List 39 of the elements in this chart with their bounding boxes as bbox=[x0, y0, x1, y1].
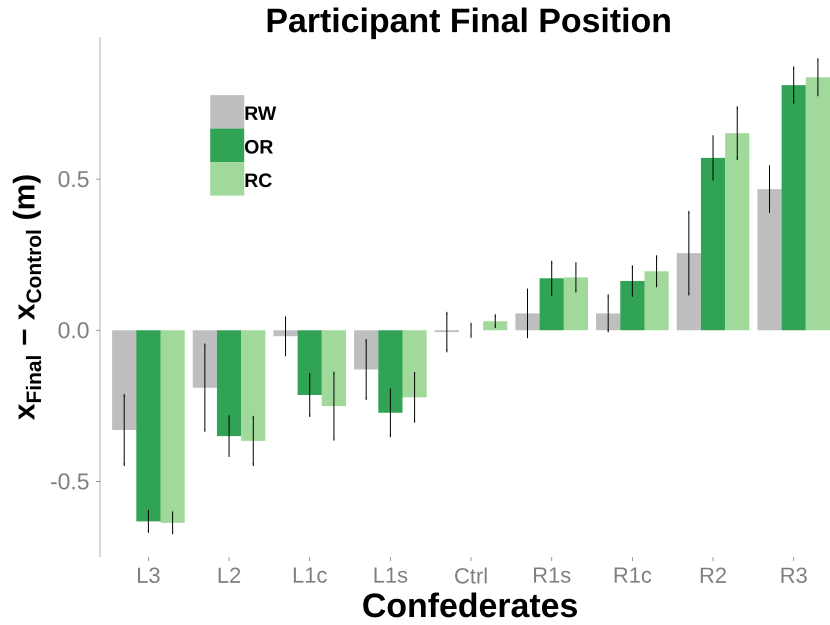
bar bbox=[378, 330, 402, 413]
y-tick-label: 0.0 bbox=[58, 322, 89, 338]
x-tick-label: R1c bbox=[614, 568, 652, 583]
legend-label: RC bbox=[246, 173, 272, 188]
bar bbox=[782, 85, 806, 330]
bar bbox=[644, 271, 669, 330]
bar bbox=[700, 158, 726, 330]
x-tick-label: L2 bbox=[218, 568, 240, 583]
bar bbox=[322, 330, 346, 406]
bar bbox=[757, 189, 782, 330]
bar bbox=[273, 330, 298, 336]
chart-title: Participant Final Position bbox=[268, 8, 670, 40]
x-axis-title: Confederates bbox=[363, 592, 577, 618]
bar bbox=[806, 77, 830, 330]
bar bbox=[402, 330, 427, 398]
bar bbox=[216, 330, 242, 436]
x-tick-label: L3 bbox=[138, 568, 160, 584]
bar bbox=[160, 330, 185, 523]
bar bbox=[241, 330, 266, 441]
bar bbox=[112, 330, 136, 430]
y-tick-label: 0.5 bbox=[58, 170, 89, 188]
x-tick-label: L1s bbox=[374, 568, 408, 583]
bar bbox=[620, 280, 644, 330]
bar bbox=[298, 330, 322, 395]
bar bbox=[136, 330, 160, 522]
legend-label: OR bbox=[245, 140, 273, 154]
legend-label: RW bbox=[246, 106, 276, 120]
bar bbox=[515, 313, 540, 330]
bar bbox=[540, 278, 564, 330]
x-tick-label: R2 bbox=[700, 568, 726, 583]
x-tick-label: L1c bbox=[294, 568, 327, 583]
x-tick-label: R1s bbox=[534, 568, 570, 583]
bar bbox=[725, 133, 750, 330]
x-tick-label: Ctrl bbox=[455, 568, 487, 584]
y-axis-title: x$_{Final}$ − x$_{Control}$ (m) bbox=[12, 175, 42, 420]
y-tick-label: -0.5 bbox=[51, 473, 89, 490]
x-tick-label: R3 bbox=[781, 568, 807, 584]
bar bbox=[483, 321, 508, 330]
bar bbox=[564, 277, 588, 330]
